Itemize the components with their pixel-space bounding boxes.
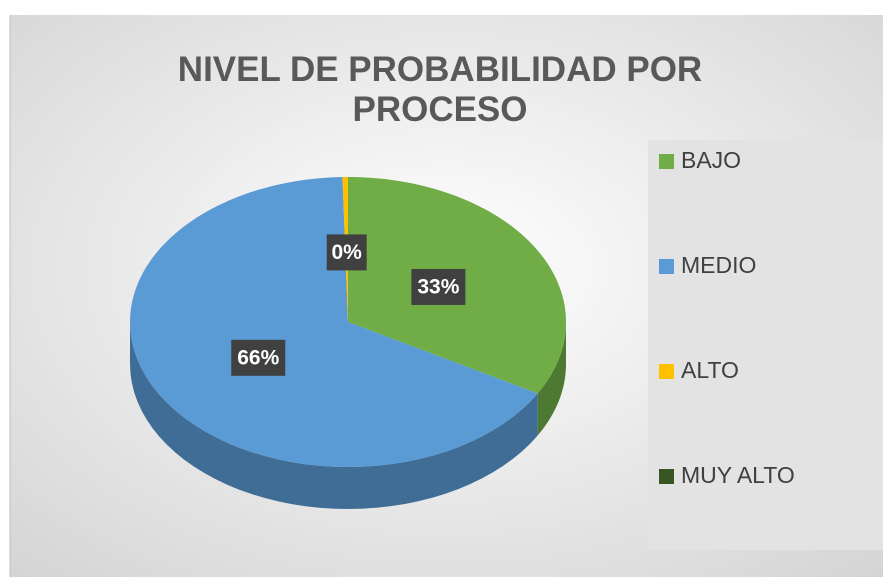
data-label: 66% (237, 346, 279, 369)
data-label: 0% (331, 241, 362, 264)
legend-box (648, 140, 883, 550)
chart-title: NIVEL DE PROBABILIDAD POR PROCESO (177, 50, 703, 129)
data-label: 33% (417, 275, 459, 298)
legend-swatch (659, 154, 674, 169)
data-label-box (231, 339, 286, 376)
pie-slice (130, 177, 538, 467)
legend-label: MUY ALTO (681, 462, 795, 488)
data-label-box (326, 234, 367, 271)
data-label-box (411, 268, 466, 305)
pie-side (130, 322, 538, 509)
legend-swatch (659, 364, 674, 379)
legend-label: BAJO (681, 147, 741, 173)
legend-label: MEDIO (681, 252, 756, 278)
pie-side (537, 322, 566, 436)
title-box: NIVEL DE PROBABILIDAD POR PROCESO (177, 50, 703, 129)
legend-swatch (659, 469, 674, 484)
legend-swatch (659, 259, 674, 274)
legend-label: ALTO (681, 357, 739, 383)
